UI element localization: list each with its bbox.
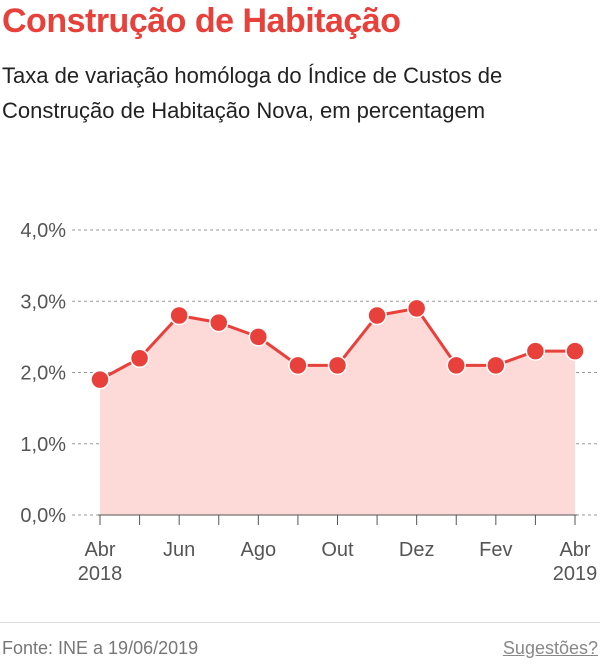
- point: [565, 341, 585, 361]
- y-tick-label: 0,0%: [20, 505, 66, 527]
- point: [486, 355, 506, 376]
- point: [288, 355, 308, 376]
- x-year-label: 2019: [553, 563, 598, 585]
- x-tick-label: Fev: [479, 539, 512, 561]
- x-tick-label: Abr: [84, 539, 115, 561]
- x-tick-label: Dez: [399, 539, 435, 561]
- point: [406, 298, 427, 319]
- title: Construção de Habitação: [2, 2, 401, 40]
- y-tick-label: 3,0%: [20, 291, 66, 313]
- x-tick-label: Jun: [163, 539, 195, 561]
- x-tick-label: Abr: [559, 539, 590, 561]
- subtitle: Taxa de variação homóloga do Índice de C…: [2, 63, 503, 123]
- x-tick-label: Out: [321, 539, 354, 561]
- area: [100, 308, 575, 515]
- point: [446, 355, 466, 376]
- source: Fonte: INE a 19/06/2019: [2, 638, 199, 658]
- y-tick-label: 1,0%: [20, 434, 66, 456]
- y-tick-label: 4,0%: [20, 220, 66, 242]
- point: [209, 312, 229, 333]
- point: [90, 369, 110, 390]
- point: [327, 355, 348, 376]
- point: [367, 305, 387, 326]
- point: [169, 305, 189, 326]
- point: [248, 327, 269, 347]
- point: [525, 341, 546, 361]
- x-year-label: 2018: [78, 563, 123, 585]
- x-tick-label: Ago: [241, 539, 277, 561]
- suggestions-link[interactable]: Sugestões?: [502, 638, 598, 658]
- y-tick-label: 2,0%: [20, 363, 66, 385]
- divider: [0, 622, 600, 623]
- point: [129, 348, 150, 368]
